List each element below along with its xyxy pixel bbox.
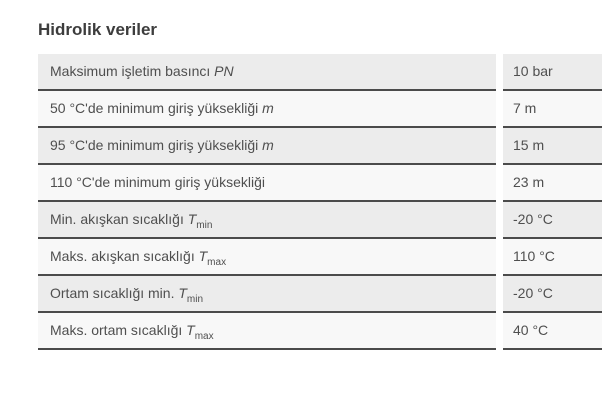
value-cell: -20 °C	[503, 202, 602, 239]
parameter-text: Maksimum işletim basıncı	[50, 63, 215, 79]
table-row: Maks. ortam sıcaklığı Tmax 40 °C	[38, 313, 602, 350]
parameter-label-cell: 110 °C'de minimum giriş yüksekliği	[38, 165, 496, 202]
value-cell: -20 °C	[503, 276, 602, 313]
parameter-label-cell: Maks. ortam sıcaklığı Tmax	[38, 313, 496, 350]
parameter-label-cell: 50 °C'de minimum giriş yüksekliği m	[38, 91, 496, 128]
table-row: Min. akışkan sıcaklığı Tmin -20 °C	[38, 202, 602, 239]
parameter-label-cell: Min. akışkan sıcaklığı Tmin	[38, 202, 496, 239]
column-gap	[496, 239, 503, 276]
parameter-text: 50 °C'de minimum giriş yüksekliği	[50, 100, 263, 116]
table-row: Ortam sıcaklığı min. Tmin -20 °C	[38, 276, 602, 313]
value-cell: 15 m	[503, 128, 602, 165]
value-cell: 7 m	[503, 91, 602, 128]
parameter-text: Ortam sıcaklığı min.	[50, 285, 179, 301]
parameter-symbol: T	[198, 248, 208, 264]
table-row: Maks. akışkan sıcaklığı Tmax 110 °C	[38, 239, 602, 276]
value-cell: 40 °C	[503, 313, 602, 350]
parameter-label-cell: Maks. akışkan sıcaklığı Tmax	[38, 239, 496, 276]
parameter-label-cell: Ortam sıcaklığı min. Tmin	[38, 276, 496, 313]
table-row: 95 °C'de minimum giriş yüksekliği m 15 m	[38, 128, 602, 165]
parameter-symbol: T	[186, 322, 195, 338]
value-cell: 10 bar	[503, 54, 602, 91]
column-gap	[496, 54, 503, 91]
hydraulic-data-table: Maksimum işletim basıncı PN 10 bar 50 °C'd…	[38, 54, 602, 350]
parameter-symbol: T	[178, 285, 187, 301]
value-cell: 110 °C	[503, 239, 602, 276]
parameter-symbol-subscript: max	[194, 330, 214, 342]
table-row: Maksimum işletim basıncı PN 10 bar	[38, 54, 602, 91]
parameter-label-cell: 95 °C'de minimum giriş yüksekliği m	[38, 128, 496, 165]
parameter-text: 95 °C'de minimum giriş yüksekliği	[50, 137, 263, 153]
column-gap	[496, 128, 503, 165]
parameter-symbol-subscript: min	[186, 293, 204, 305]
parameter-text: Min. akışkan sıcaklığı	[50, 211, 188, 227]
parameter-symbol-subscript: min	[196, 219, 213, 231]
parameter-symbol-subscript: max	[207, 256, 227, 268]
page: Hidrolik veriler Maksimum işletim basınc…	[38, 20, 602, 350]
parameter-symbol: m	[262, 137, 274, 153]
parameter-symbol: T	[187, 211, 197, 227]
parameter-label-cell: Maksimum işletim basıncı PN	[38, 54, 496, 91]
column-gap	[496, 313, 503, 350]
parameter-text: Maks. ortam sıcaklığı	[50, 322, 187, 338]
parameter-text: 110 °C'de minimum giriş yüksekliği	[50, 174, 265, 190]
parameter-text: Maks. akışkan sıcaklığı	[50, 248, 199, 264]
column-gap	[496, 276, 503, 313]
column-gap	[496, 91, 503, 128]
value-cell: 23 m	[503, 165, 602, 202]
table-row: 110 °C'de minimum giriş yüksekliği 23 m	[38, 165, 602, 202]
parameter-symbol: m	[262, 100, 274, 116]
column-gap	[496, 202, 503, 239]
parameter-symbol: PN	[214, 63, 234, 79]
column-gap	[496, 165, 503, 202]
page-title: Hidrolik veriler	[38, 20, 158, 39]
